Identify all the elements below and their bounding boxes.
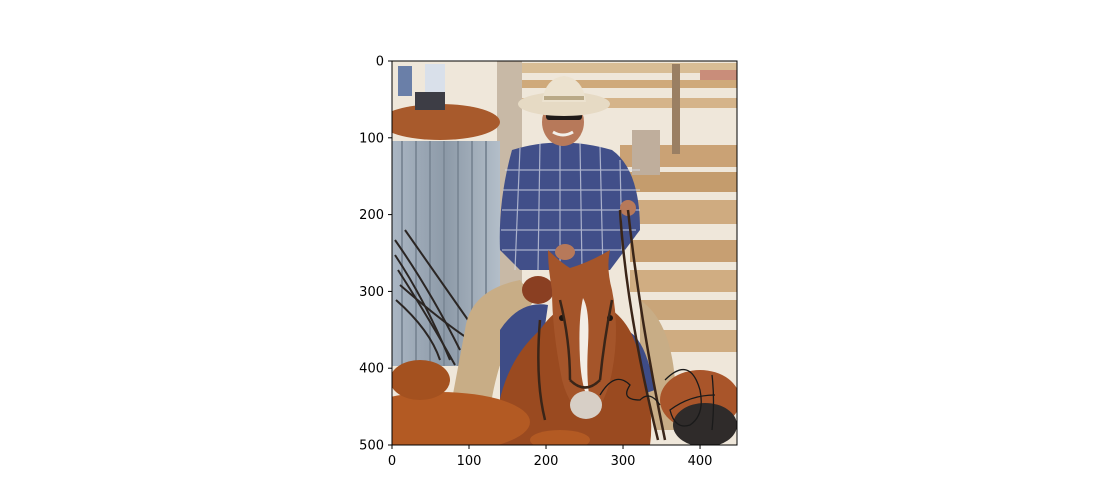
y-tick-label: 0 xyxy=(376,55,384,70)
x-tick-label: 200 xyxy=(534,454,559,469)
x-tick-label: 100 xyxy=(457,454,482,469)
y-axis: 0 100 200 300 400 500 xyxy=(359,55,392,454)
signature xyxy=(599,369,716,431)
y-tick-label: 100 xyxy=(359,131,384,146)
wooden-fence xyxy=(500,63,737,352)
background-rider xyxy=(392,64,500,140)
photo-image xyxy=(392,61,737,445)
y-tick-label: 200 xyxy=(359,208,384,223)
axes-frame xyxy=(391,60,738,446)
horse xyxy=(495,209,667,445)
cattle xyxy=(392,360,737,445)
x-tick-label: 0 xyxy=(388,454,396,469)
x-tick-label: 300 xyxy=(611,454,636,469)
y-tick-label: 300 xyxy=(359,285,384,300)
rider xyxy=(450,76,690,430)
x-tick-label: 400 xyxy=(688,454,713,469)
x-axis: 0 100 200 300 400 xyxy=(388,445,713,469)
y-tick-label: 500 xyxy=(359,439,384,454)
y-tick-label: 400 xyxy=(359,362,384,377)
saddle-horn xyxy=(522,276,554,304)
horse-tail xyxy=(394,229,476,366)
